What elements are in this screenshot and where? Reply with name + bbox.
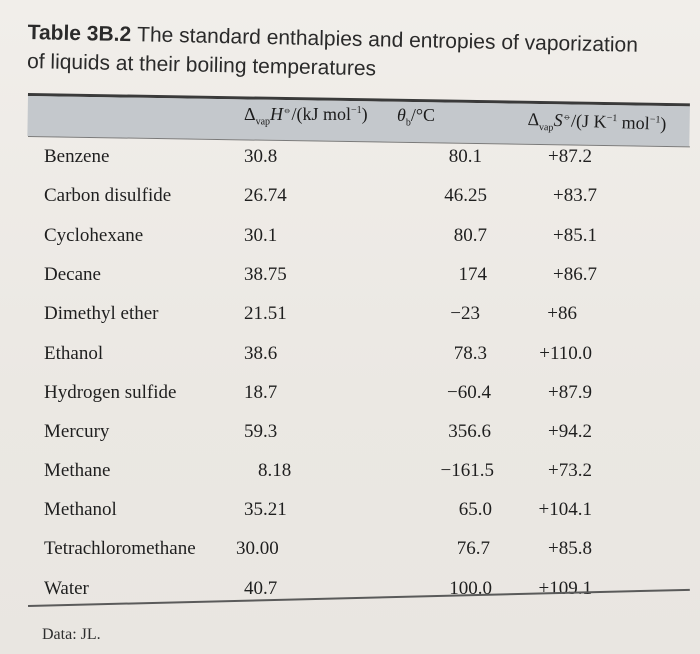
enthalpy-value: 59.3 [244,421,278,442]
entropy-value: +87.2 [548,146,592,167]
enthalpy-value: 30.00 [236,538,279,559]
liquid-name: Mercury [44,421,110,442]
table-title: Table 3B.2 The standard enthalpies and en… [27,18,688,90]
data-source-note: Data: JL. [42,626,101,643]
liquid-name: Decane [44,264,101,285]
entropy-value: +87.9 [548,382,592,403]
table-row: Benzene 30.8 80.1 +87.2 [0,146,700,176]
liquid-name: Cyclohexane [44,225,144,246]
entropy-value: +94.2 [548,421,592,442]
enthalpy-value: 30.1 [244,225,278,246]
entropy-value: +86.7 [553,264,597,285]
boiling-temp-value: 76.7 [456,538,490,559]
entropy-value: +104.1 [538,499,592,520]
boiling-temp-value: −23 [450,303,480,324]
table-row: Decane 38.75 174 +86.7 [0,264,700,294]
enthalpy-value: 18.7 [244,382,278,403]
header-enthalpy: ΔvapH⦵/(kJ mol−1) [244,104,368,128]
table-row: Tetrachloromethane 30.00 76.7 +85.8 [0,538,700,568]
table-row: Mercury 59.3 356.6 +94.2 [0,421,700,451]
table-row: Hydrogen sulfide 18.7 −60.4 +87.9 [0,382,700,412]
liquid-name: Ethanol [44,343,104,364]
enthalpy-value: 26.74 [244,185,287,206]
liquid-name: Dimethyl ether [44,303,159,324]
enthalpy-value: 38.6 [244,343,278,364]
boiling-temp-value: 80.1 [448,146,482,167]
liquid-name: Methanol [44,499,117,520]
enthalpy-value: 38.75 [244,264,287,285]
header-entropy: ΔvapS⦵/(J K−1 mol−1) [527,109,667,134]
enthalpy-value: 35.21 [244,499,287,520]
enthalpy-value: 40.7 [244,578,278,599]
header-boiling-temp: θb/°C [397,105,436,129]
table-row: Methane 8.18 −161.5 +73.2 [0,460,700,490]
table-row: Methanol 35.21 65.0 +104.1 [0,499,700,529]
table-row: Cyclohexane 30.1 80.7 +85.1 [0,225,700,255]
liquid-name: Methane [44,460,111,481]
liquid-name: Tetrachloromethane [44,538,196,559]
table-row: Carbon disulfide 26.74 46.25 +83.7 [0,185,700,215]
entropy-value: +85.1 [553,225,597,246]
boiling-temp-value: 174 [458,264,488,285]
entropy-value: +85.8 [548,538,592,559]
entropy-value: +83.7 [553,185,597,206]
boiling-temp-value: −161.5 [440,460,494,481]
liquid-name: Carbon disulfide [44,185,172,206]
boiling-temp-value: 356.6 [448,421,491,442]
table-row: Dimethyl ether 21.51 −23 +86 [0,303,700,333]
entropy-value: +86 [547,303,577,324]
enthalpy-value: 8.18 [258,460,292,481]
liquid-name: Water [44,578,89,599]
liquid-name: Hydrogen sulfide [44,382,177,403]
boiling-temp-value: 80.7 [453,225,487,246]
table-row: Ethanol 38.6 78.3 +110.0 [0,343,700,373]
boiling-temp-value: 78.3 [453,343,487,364]
liquid-name: Benzene [44,146,110,167]
boiling-temp-value: 46.25 [444,185,487,206]
boiling-temp-value: 65.0 [458,499,492,520]
entropy-value: +109.1 [538,578,592,599]
entropy-value: +110.0 [539,343,592,364]
enthalpy-value: 30.8 [244,146,278,167]
entropy-value: +73.2 [548,460,592,481]
enthalpy-value: 21.51 [244,303,287,324]
table-number: Table 3B.2 [27,20,132,47]
boiling-temp-value: −60.4 [447,382,491,403]
